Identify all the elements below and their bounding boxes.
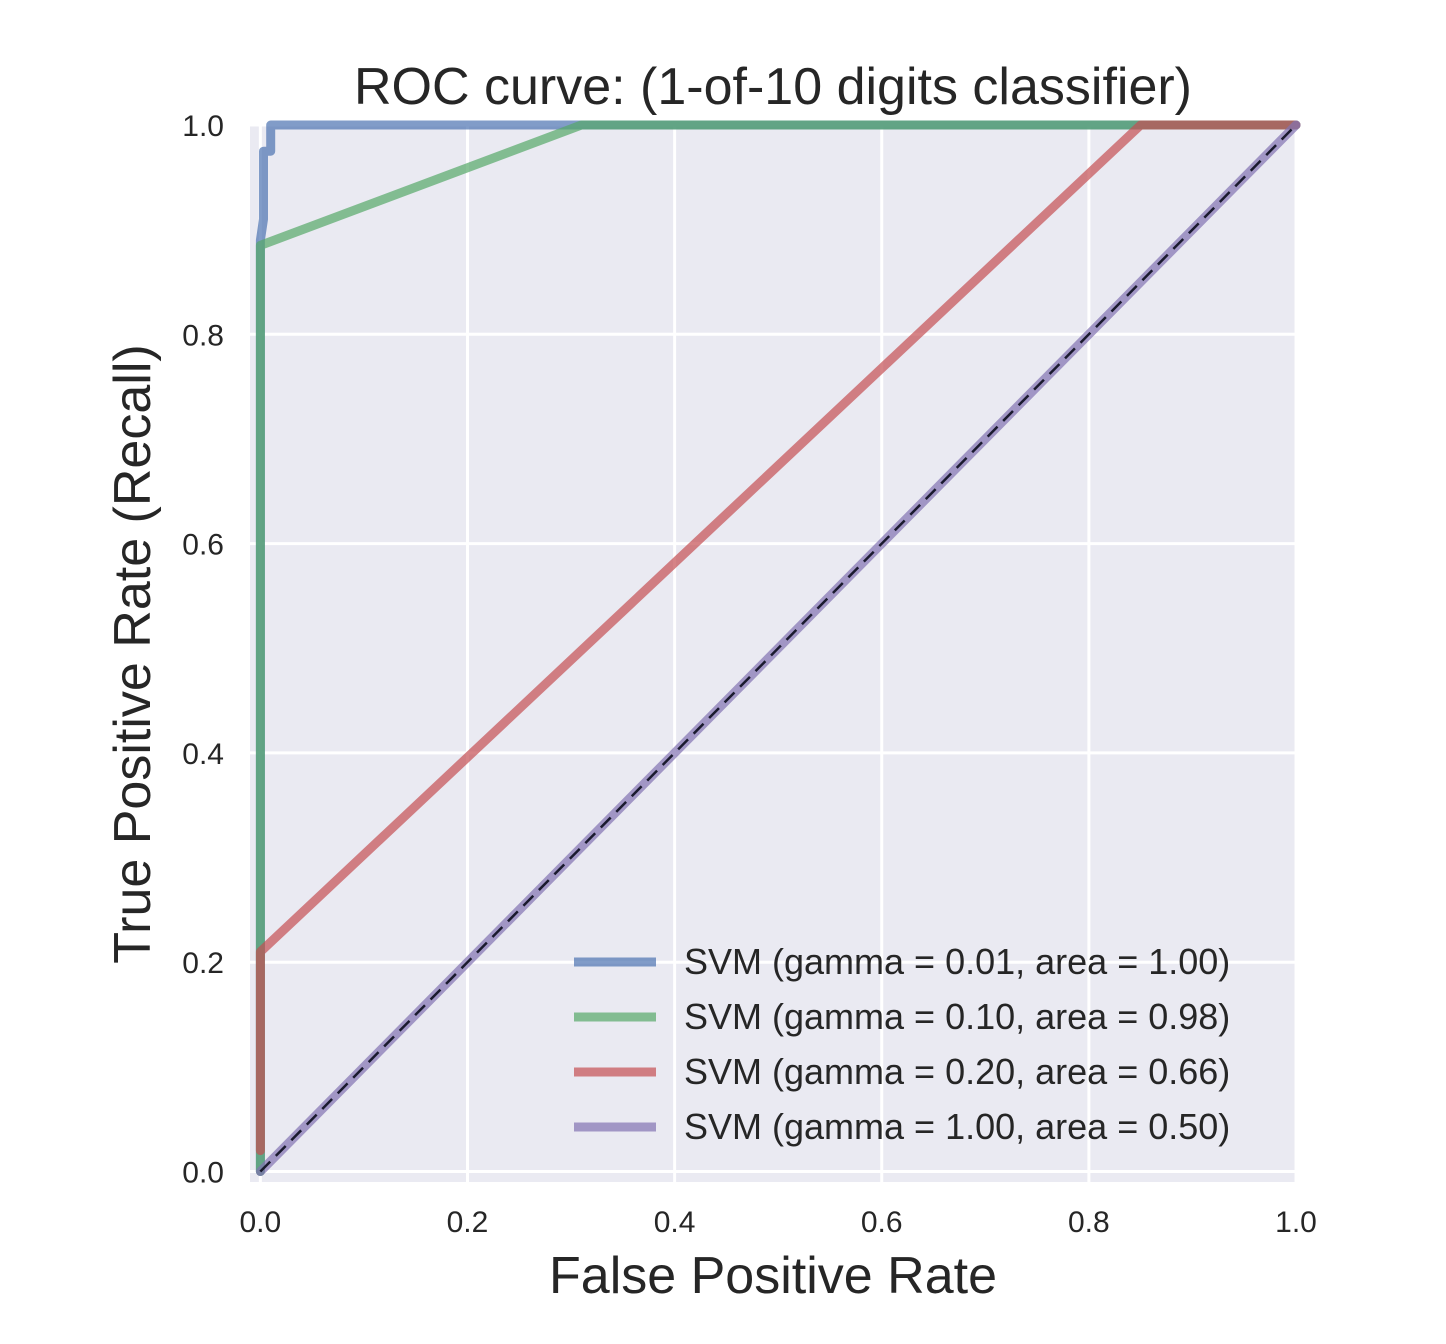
- x-tick-label: 1.0: [1275, 1206, 1317, 1239]
- x-tick-labels: 0.0 0.2 0.4 0.6 0.8 1.0: [239, 1206, 1316, 1239]
- legend-label-2: SVM (gamma = 0.10, area = 0.98): [684, 996, 1230, 1037]
- y-axis-label: True Positive Rate (Recall): [104, 344, 162, 963]
- y-tick-label: 0.4: [182, 738, 224, 771]
- diagonal-line: [259, 124, 1297, 1173]
- series-line-1: [255, 120, 1301, 1176]
- y-tick-labels: 0.0 0.2 0.4 0.6 0.8 1.0: [182, 110, 224, 1190]
- legend-label-1: SVM (gamma = 0.01, area = 1.00): [684, 941, 1230, 982]
- x-tick-label: 0.2: [447, 1206, 489, 1239]
- reference-diagonal: [259, 124, 1297, 1173]
- y-tick-label: 0.0: [182, 1157, 224, 1190]
- x-axis-label: False Positive Rate: [549, 1247, 997, 1305]
- legend: SVM (gamma = 0.01, area = 1.00) SVM (gamm…: [574, 941, 1230, 1147]
- x-tick-label: 0.0: [239, 1206, 281, 1239]
- series-line-3: [255, 120, 1301, 1156]
- legend-label-4: SVM (gamma = 1.00, area = 0.50): [684, 1106, 1230, 1147]
- x-tick-label: 0.6: [861, 1206, 903, 1239]
- legend-label-3: SVM (gamma = 0.20, area = 0.66): [684, 1051, 1230, 1092]
- y-tick-label: 0.6: [182, 529, 224, 562]
- x-tick-label: 0.8: [1068, 1206, 1110, 1239]
- series-line-2: [255, 120, 1301, 1176]
- y-tick-label: 0.2: [182, 947, 224, 980]
- chart-title: ROC curve: (1-of-10 digits classifier): [354, 58, 1192, 116]
- y-tick-label: 1.0: [182, 110, 224, 143]
- y-tick-label: 0.8: [182, 319, 224, 352]
- x-tick-label: 0.4: [654, 1206, 696, 1239]
